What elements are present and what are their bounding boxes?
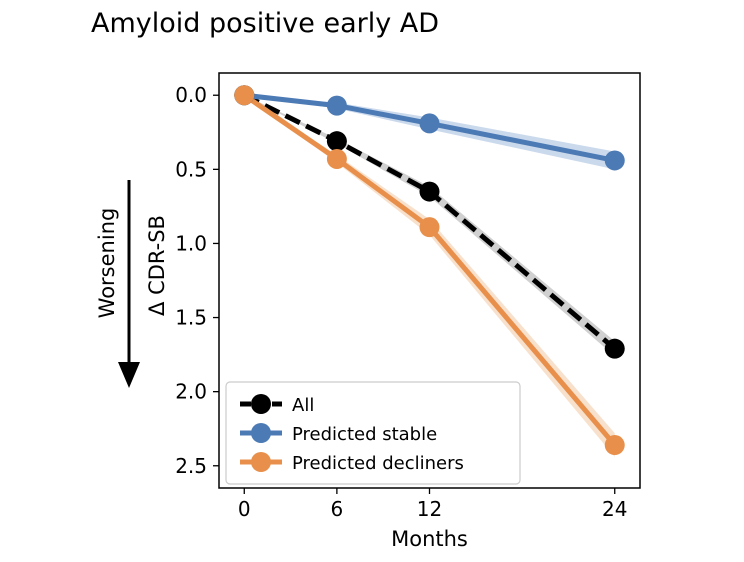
predicted-stable-point (419, 113, 440, 134)
worsening-label: Worsening (95, 208, 119, 319)
legend-swatch-marker (251, 452, 271, 472)
legend: All Predicted stable Predicted decliners (225, 381, 521, 485)
predicted-decliners-point (419, 217, 440, 238)
x-tick-label: 6 (331, 497, 344, 521)
predicted-stable-point (326, 95, 347, 116)
axis-ticks: 0 6 12 24 0.0 0.5 1.0 1.5 2.0 2.5 (175, 83, 627, 521)
legend-swatch-marker (251, 423, 271, 443)
predicted-stable-line (243, 92, 616, 163)
series-lines (242, 92, 617, 447)
y-tick-label: 0.0 (175, 83, 207, 107)
legend-box (225, 381, 521, 485)
y-axis-label: Δ CDR-SB (145, 215, 169, 316)
x-tick-label: 0 (238, 497, 251, 521)
y-tick-label: 2.0 (175, 380, 207, 404)
x-tick-label: 24 (602, 497, 627, 521)
all-point (604, 338, 625, 359)
all-point (326, 131, 347, 152)
all-point (419, 181, 440, 202)
worsening-arrow (118, 180, 140, 388)
chart-title: Amyloid positive early AD (91, 8, 440, 39)
predicted-stable-point (604, 150, 625, 171)
predicted-decliners-point (234, 85, 255, 106)
predicted-decliners-point (604, 435, 625, 456)
predicted-decliners-point (326, 148, 347, 169)
arrow-head (118, 362, 140, 388)
y-tick-label: 0.5 (175, 157, 207, 181)
series-points (234, 85, 625, 456)
y-tick-label: 1.5 (175, 306, 207, 330)
all-line (243, 92, 617, 351)
predicted-decliners-line (242, 93, 617, 447)
legend-label: Predicted stable (292, 424, 437, 445)
legend-swatch-marker (251, 394, 271, 414)
legend-label: Predicted decliners (292, 453, 464, 474)
x-axis-label: Months (391, 527, 468, 551)
y-tick-label: 2.5 (175, 454, 207, 478)
legend-label: All (292, 395, 314, 416)
x-tick-label: 12 (417, 497, 442, 521)
y-tick-label: 1.0 (175, 231, 207, 255)
